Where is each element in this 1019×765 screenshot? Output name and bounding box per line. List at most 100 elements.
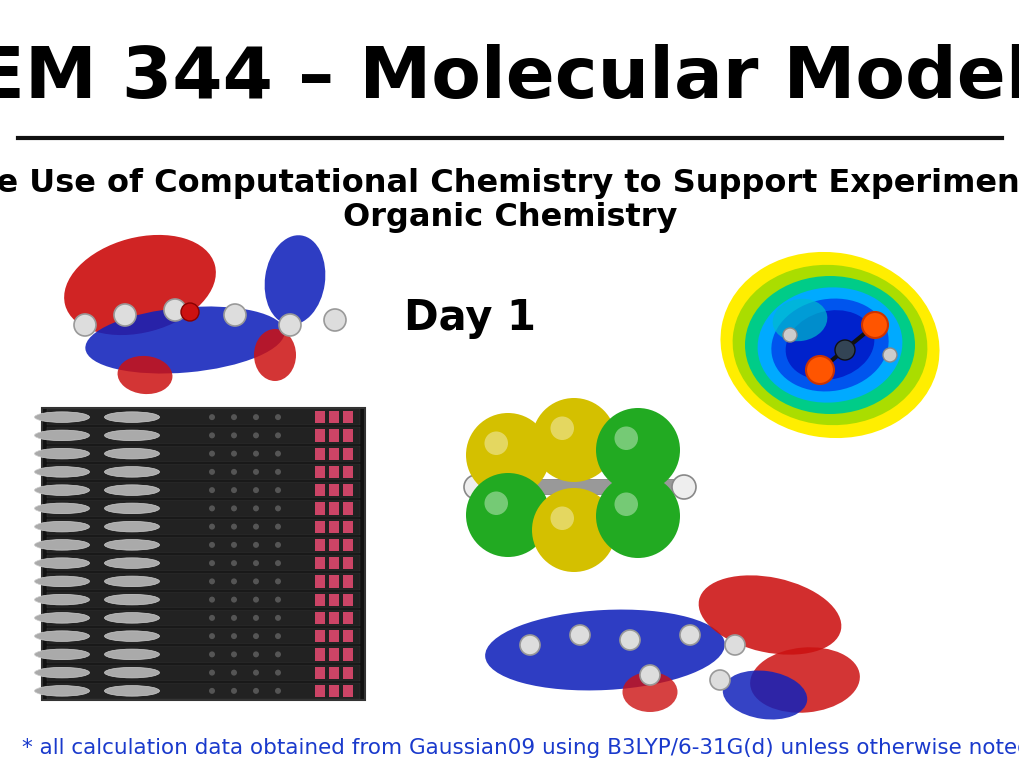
Circle shape	[550, 506, 574, 530]
Ellipse shape	[104, 631, 159, 641]
Circle shape	[230, 688, 236, 694]
Bar	[47, 610, 360, 626]
Circle shape	[253, 615, 259, 621]
Circle shape	[532, 398, 615, 482]
Circle shape	[230, 615, 236, 621]
Ellipse shape	[698, 575, 841, 655]
Bar	[342, 429, 353, 441]
Ellipse shape	[264, 236, 325, 325]
Circle shape	[209, 487, 215, 493]
Circle shape	[275, 451, 280, 457]
Circle shape	[253, 506, 259, 511]
Ellipse shape	[35, 448, 90, 459]
Circle shape	[253, 487, 259, 493]
Bar	[315, 466, 325, 478]
Ellipse shape	[104, 576, 159, 587]
Bar	[329, 466, 338, 478]
Circle shape	[209, 560, 215, 566]
Circle shape	[209, 432, 215, 438]
Ellipse shape	[104, 448, 159, 459]
Circle shape	[230, 469, 236, 475]
Circle shape	[209, 597, 215, 603]
Ellipse shape	[104, 412, 159, 422]
Circle shape	[275, 432, 280, 438]
Ellipse shape	[104, 539, 159, 550]
Bar	[47, 464, 360, 480]
Ellipse shape	[35, 649, 90, 659]
Circle shape	[672, 475, 695, 499]
Bar	[47, 482, 360, 498]
Circle shape	[613, 493, 637, 516]
Circle shape	[570, 625, 589, 645]
Bar	[342, 594, 353, 606]
Ellipse shape	[749, 647, 859, 713]
Ellipse shape	[35, 539, 90, 550]
Ellipse shape	[104, 485, 159, 496]
Circle shape	[275, 633, 280, 639]
Ellipse shape	[104, 685, 159, 696]
Circle shape	[253, 414, 259, 420]
Bar	[47, 573, 360, 590]
Circle shape	[275, 506, 280, 511]
Bar	[329, 648, 338, 660]
Circle shape	[114, 304, 136, 326]
Bar	[47, 591, 360, 607]
Circle shape	[253, 688, 259, 694]
Bar	[42, 408, 365, 700]
Ellipse shape	[104, 667, 159, 678]
Circle shape	[230, 578, 236, 584]
Circle shape	[279, 314, 301, 336]
Ellipse shape	[35, 467, 90, 477]
Ellipse shape	[35, 558, 90, 568]
Ellipse shape	[35, 613, 90, 623]
Bar	[342, 612, 353, 624]
Bar	[342, 503, 353, 515]
Circle shape	[230, 487, 236, 493]
Ellipse shape	[35, 667, 90, 678]
Circle shape	[230, 523, 236, 529]
Bar	[47, 628, 360, 644]
Bar	[315, 575, 325, 588]
Bar	[47, 445, 360, 462]
Circle shape	[209, 414, 215, 420]
Circle shape	[230, 597, 236, 603]
Circle shape	[680, 625, 699, 645]
Bar	[47, 665, 360, 681]
Circle shape	[230, 542, 236, 548]
Bar	[329, 575, 338, 588]
Bar	[342, 575, 353, 588]
Ellipse shape	[104, 558, 159, 568]
Ellipse shape	[64, 235, 216, 335]
Ellipse shape	[622, 672, 677, 712]
Bar	[342, 630, 353, 643]
Circle shape	[466, 413, 549, 497]
Ellipse shape	[35, 576, 90, 587]
Circle shape	[464, 475, 487, 499]
Ellipse shape	[772, 299, 826, 341]
Circle shape	[620, 630, 639, 650]
Circle shape	[275, 414, 280, 420]
Circle shape	[613, 426, 637, 450]
Bar	[342, 484, 353, 496]
Bar	[329, 448, 338, 460]
Ellipse shape	[104, 503, 159, 513]
Ellipse shape	[485, 610, 725, 691]
Circle shape	[209, 633, 215, 639]
Bar	[47, 555, 360, 571]
Bar	[342, 539, 353, 551]
Circle shape	[882, 348, 896, 362]
Ellipse shape	[117, 356, 172, 394]
Bar	[315, 557, 325, 569]
Circle shape	[324, 309, 345, 331]
Circle shape	[253, 451, 259, 457]
Circle shape	[253, 560, 259, 566]
Ellipse shape	[104, 430, 159, 441]
Circle shape	[253, 469, 259, 475]
Circle shape	[74, 314, 96, 336]
Circle shape	[550, 416, 574, 440]
Bar	[315, 630, 325, 643]
Ellipse shape	[35, 631, 90, 641]
Ellipse shape	[35, 430, 90, 441]
Circle shape	[209, 669, 215, 675]
Circle shape	[520, 635, 539, 655]
